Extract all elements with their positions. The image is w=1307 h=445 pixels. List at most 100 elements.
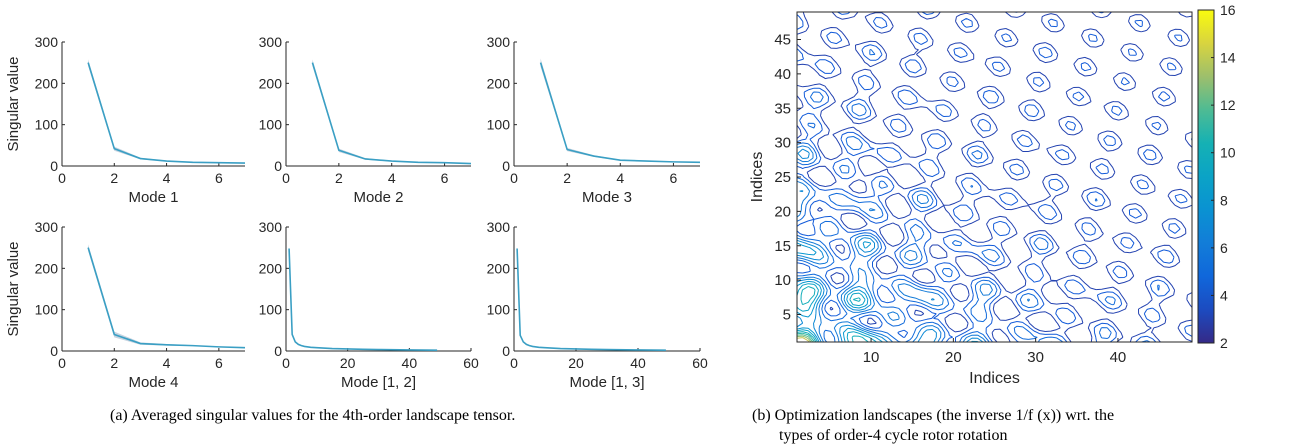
contour-level bbox=[797, 286, 869, 342]
y-tick-label: 0 bbox=[274, 343, 282, 359]
y-tick-label: 300 bbox=[259, 34, 283, 50]
x-tick-label: 6 bbox=[215, 355, 223, 371]
spread-band bbox=[88, 59, 246, 164]
colorbar-tick-label: 16 bbox=[1220, 2, 1236, 18]
y-tick-label: 200 bbox=[259, 75, 283, 91]
chart-mode-1-3: 0 100 200 300 0 20 40 60 Mode [1, 3] bbox=[487, 219, 708, 391]
y-tick-label: 100 bbox=[259, 302, 283, 318]
y-tick-label: 25 bbox=[774, 169, 791, 186]
x-axis-label: Mode 3 bbox=[582, 189, 632, 206]
y-tick-label: 300 bbox=[35, 219, 59, 235]
spread-band bbox=[517, 247, 666, 351]
contour-level bbox=[797, 49, 1160, 342]
y-tick-label: 200 bbox=[487, 75, 511, 91]
chart-mode-1: 0 100 200 300 0 2 4 6 Mode 1 Singular value bbox=[5, 34, 246, 206]
y-tick-label: 300 bbox=[487, 219, 511, 235]
x-tick-label: 6 bbox=[670, 170, 678, 186]
y-tick-label: 0 bbox=[502, 343, 510, 359]
y-tick-label: 100 bbox=[35, 302, 59, 318]
y-tick-label: 5 bbox=[783, 307, 791, 324]
chart-mode-3: 0 100 200 300 0 2 4 6 Mode 3 bbox=[487, 34, 701, 206]
contour-level bbox=[797, 335, 812, 342]
caption-b-line1: (b) Optimization landscapes (the inverse… bbox=[752, 407, 1115, 424]
series-line bbox=[288, 248, 438, 351]
x-tick-label: 6 bbox=[215, 170, 223, 186]
x-tick-label: 4 bbox=[163, 355, 171, 371]
y-tick-label: 0 bbox=[50, 343, 58, 359]
contour-level bbox=[797, 12, 1192, 342]
contour-lines bbox=[797, 12, 1192, 342]
x-tick-label: 40 bbox=[1110, 349, 1127, 366]
y-tick-label: 100 bbox=[487, 302, 511, 318]
series-line bbox=[516, 248, 666, 351]
x-tick-label: 2 bbox=[110, 170, 118, 186]
spread-band bbox=[312, 59, 471, 164]
landscape-panel: 10 20 30 40 5 10 15 20 25 30 35 40 45 Indices Indices 2… bbox=[749, 2, 1236, 387]
x-tick-label: 0 bbox=[510, 170, 518, 186]
colorbar-tick-label: 4 bbox=[1220, 287, 1228, 303]
x-tick-label: 20 bbox=[945, 349, 962, 366]
x-tick-label: 20 bbox=[340, 355, 356, 371]
contour-level bbox=[797, 334, 814, 342]
x-tick-label: 0 bbox=[58, 355, 66, 371]
colorbar-tick-label: 12 bbox=[1220, 97, 1236, 113]
x-tick-label: 10 bbox=[863, 349, 880, 366]
y-tick-label: 35 bbox=[774, 100, 791, 117]
x-tick-label: 4 bbox=[163, 170, 171, 186]
colorbar-tick-label: 6 bbox=[1220, 240, 1228, 256]
x-tick-label: 0 bbox=[282, 170, 290, 186]
x-axis-label: Indices bbox=[969, 370, 1020, 387]
x-axis-label: Mode 1 bbox=[128, 189, 178, 206]
caption-a: (a) Averaged singular values for the 4th… bbox=[110, 407, 516, 424]
chart-mode-1-2: 0 100 200 300 0 20 40 60 Mode [1, 2] bbox=[259, 219, 479, 391]
x-tick-label: 0 bbox=[282, 355, 290, 371]
y-axis-label: Singular value bbox=[5, 56, 22, 151]
y-tick-label: 200 bbox=[487, 260, 511, 276]
colorbar-tick-label: 8 bbox=[1220, 192, 1228, 208]
x-tick-label: 6 bbox=[441, 170, 449, 186]
y-axis-label: Singular value bbox=[5, 241, 22, 336]
spread-band bbox=[540, 58, 700, 163]
y-tick-label: 45 bbox=[774, 32, 791, 49]
y-tick-label: 300 bbox=[259, 219, 283, 235]
x-tick-label: 0 bbox=[510, 355, 518, 371]
y-tick-label: 20 bbox=[774, 203, 791, 220]
chart-mode-4: 0 100 200 300 0 2 4 6 Mode 4 Singular value bbox=[5, 219, 246, 391]
y-tick-label: 15 bbox=[774, 238, 791, 255]
y-tick-label: 0 bbox=[50, 158, 58, 174]
x-tick-label: 20 bbox=[568, 355, 584, 371]
x-axis-label: Mode 2 bbox=[353, 189, 403, 206]
x-tick-label: 2 bbox=[335, 170, 343, 186]
series-line bbox=[87, 62, 246, 164]
x-tick-label: 2 bbox=[110, 355, 118, 371]
x-tick-label: 40 bbox=[630, 355, 646, 371]
x-axis-label: Mode [1, 3] bbox=[569, 374, 644, 391]
y-tick-label: 0 bbox=[502, 158, 510, 174]
y-tick-label: 300 bbox=[35, 34, 59, 50]
x-tick-label: 2 bbox=[563, 170, 571, 186]
y-tick-label: 200 bbox=[259, 260, 283, 276]
x-tick-label: 60 bbox=[692, 355, 708, 371]
y-tick-label: 100 bbox=[487, 117, 511, 133]
contour-level bbox=[797, 145, 1052, 342]
contour-level bbox=[797, 241, 979, 342]
spread-band bbox=[289, 247, 438, 351]
x-axis-label: Mode [1, 2] bbox=[341, 374, 416, 391]
x-axis-label: Mode 4 bbox=[128, 374, 178, 391]
y-tick-label: 10 bbox=[774, 272, 791, 289]
series-line bbox=[87, 247, 246, 349]
x-tick-label: 4 bbox=[616, 170, 624, 186]
caption-b-line2: types of order-4 cycle rotor rotation bbox=[779, 427, 1008, 444]
y-tick-label: 0 bbox=[274, 158, 282, 174]
x-tick-label: 60 bbox=[463, 355, 479, 371]
x-tick-label: 30 bbox=[1027, 349, 1044, 366]
x-tick-label: 0 bbox=[58, 170, 66, 186]
colorbar: 2 4 6 8 10 12 14 16 bbox=[1197, 2, 1236, 351]
y-tick-label: 40 bbox=[774, 66, 791, 83]
series-line bbox=[539, 62, 701, 164]
x-tick-label: 4 bbox=[388, 170, 396, 186]
y-tick-label: 100 bbox=[259, 117, 283, 133]
contour-level bbox=[797, 12, 1192, 342]
